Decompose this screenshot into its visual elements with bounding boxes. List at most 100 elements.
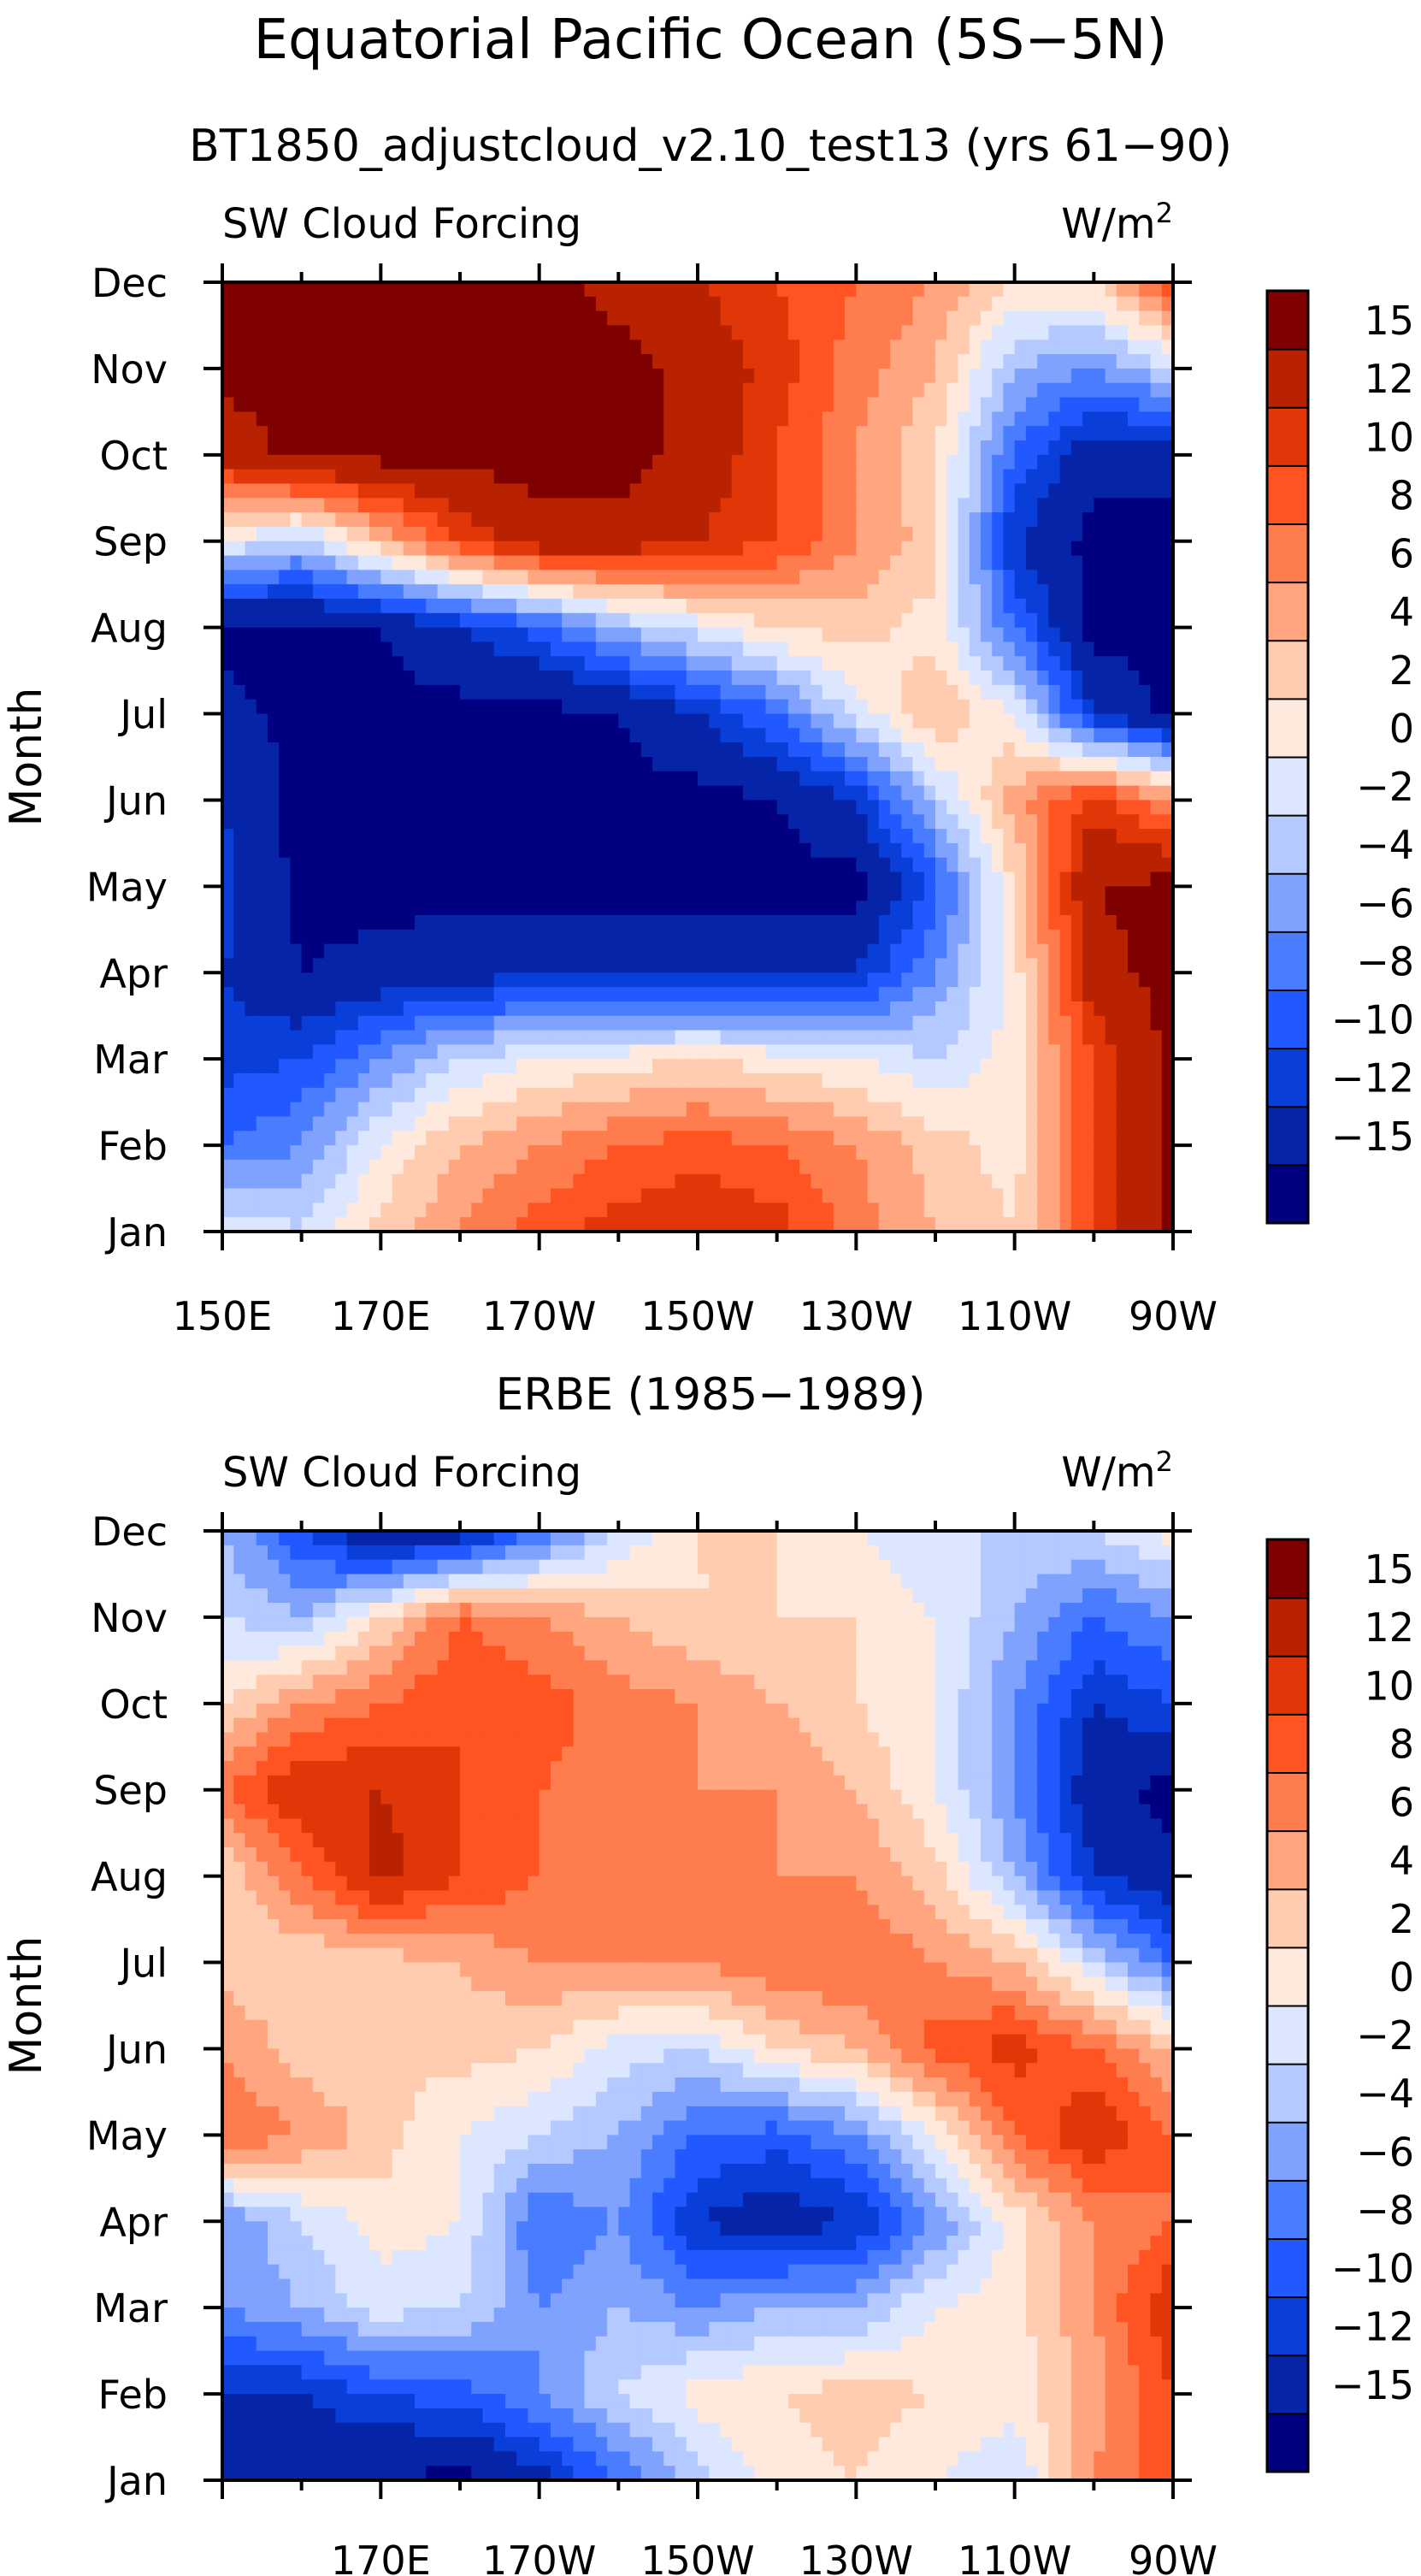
heat-cell (1048, 857, 1061, 873)
heat-cell (1128, 1001, 1140, 1017)
heat-cell (629, 757, 642, 772)
heat-cell (720, 656, 733, 671)
heat-cell (754, 713, 767, 730)
heat-cell (550, 1131, 563, 1146)
heat-cell (787, 483, 800, 499)
heat-cell (233, 483, 246, 499)
heat-cell (720, 1030, 733, 1046)
heat-cell (222, 368, 234, 384)
heat-cell (776, 987, 789, 1002)
heat-cell (618, 1059, 631, 1074)
heat-cell (392, 483, 404, 499)
heat-cell (324, 526, 337, 542)
heat-cell (992, 426, 1005, 441)
heat-cell (776, 800, 789, 815)
heat-cell (335, 800, 348, 815)
heat-cell (256, 785, 268, 801)
heat-cell (233, 943, 246, 960)
heat-cell (595, 871, 608, 888)
heat-cell (267, 742, 280, 758)
heat-cell (1025, 972, 1038, 988)
heat-cell (731, 641, 744, 657)
heat-cell (1082, 282, 1095, 298)
heat-cell (992, 1087, 1005, 1103)
heat-cell (415, 570, 427, 585)
heat-cell (980, 656, 993, 671)
heat-cell (845, 684, 858, 700)
heat-cell (935, 800, 947, 815)
heat-cell (980, 296, 993, 312)
heat-cell (573, 512, 586, 528)
heat-cell (833, 901, 846, 916)
heat-cell (698, 570, 710, 585)
heat-cell (562, 1073, 575, 1089)
heat-cell (720, 296, 733, 312)
heat-cell (1014, 1073, 1027, 1089)
heat-cell (992, 656, 1005, 671)
heat-cell (787, 684, 800, 700)
heat-cell (822, 411, 834, 427)
heat-cell (992, 742, 1005, 758)
heat-cell (640, 555, 653, 571)
heat-cell (709, 829, 722, 844)
heat-cell (811, 397, 823, 413)
heat-cell (550, 440, 563, 456)
heat-cell (279, 757, 292, 772)
heat-cell (550, 915, 563, 931)
heat-cell (1161, 1102, 1174, 1118)
heat-cell (1025, 555, 1038, 571)
heat-cell (867, 641, 880, 657)
heat-cell (426, 526, 439, 542)
heat-cell (1070, 440, 1083, 456)
heat-cell (607, 426, 620, 441)
heat-cell (233, 987, 246, 1002)
heat-cell (267, 1015, 280, 1031)
heat-cell (222, 1073, 234, 1089)
heat-cell (640, 641, 653, 657)
heat-cell (279, 354, 292, 369)
heat-cell (799, 454, 812, 470)
heat-cell (765, 742, 778, 758)
heat-cell (867, 426, 880, 441)
heat-cell (528, 310, 540, 327)
heat-cell (980, 612, 993, 629)
heat-cell (1128, 699, 1140, 715)
heat-cell (335, 842, 348, 859)
heat-cell (969, 1087, 982, 1103)
heat-cell (675, 728, 687, 743)
heat-cell (799, 684, 812, 700)
heat-cell (550, 857, 563, 873)
heat-cell (1128, 1116, 1140, 1131)
heat-cell (471, 713, 484, 730)
heat-cell (1116, 397, 1129, 413)
heat-cell (233, 1015, 246, 1031)
heat-cell (742, 1030, 755, 1046)
heat-cell (233, 1087, 246, 1103)
heat-cell (357, 972, 370, 988)
heat-cell (1128, 1102, 1140, 1118)
heat-cell (357, 1001, 370, 1017)
heat-cell (595, 1030, 608, 1046)
heat-cell (493, 757, 506, 772)
heat-cell (1014, 296, 1027, 312)
heat-cell (245, 555, 257, 571)
heat-cell (698, 526, 710, 542)
heat-cell (867, 871, 880, 888)
heat-cell (539, 728, 551, 743)
heat-cell (1070, 857, 1083, 873)
heat-cell (958, 555, 970, 571)
heat-cell (471, 1044, 484, 1060)
heat-cell (890, 857, 902, 873)
heat-cell (312, 526, 325, 542)
heat-cell (980, 340, 993, 355)
heat-cell (992, 771, 1005, 787)
heat-cell (415, 426, 427, 441)
heat-cell (867, 555, 880, 571)
heat-cell (1082, 857, 1095, 873)
heat-cell (890, 354, 902, 369)
heat-cell (1139, 411, 1152, 427)
heat-cell (923, 599, 936, 614)
heat-cell (346, 757, 359, 772)
heat-cell (324, 454, 337, 470)
heat-cell (437, 785, 450, 801)
